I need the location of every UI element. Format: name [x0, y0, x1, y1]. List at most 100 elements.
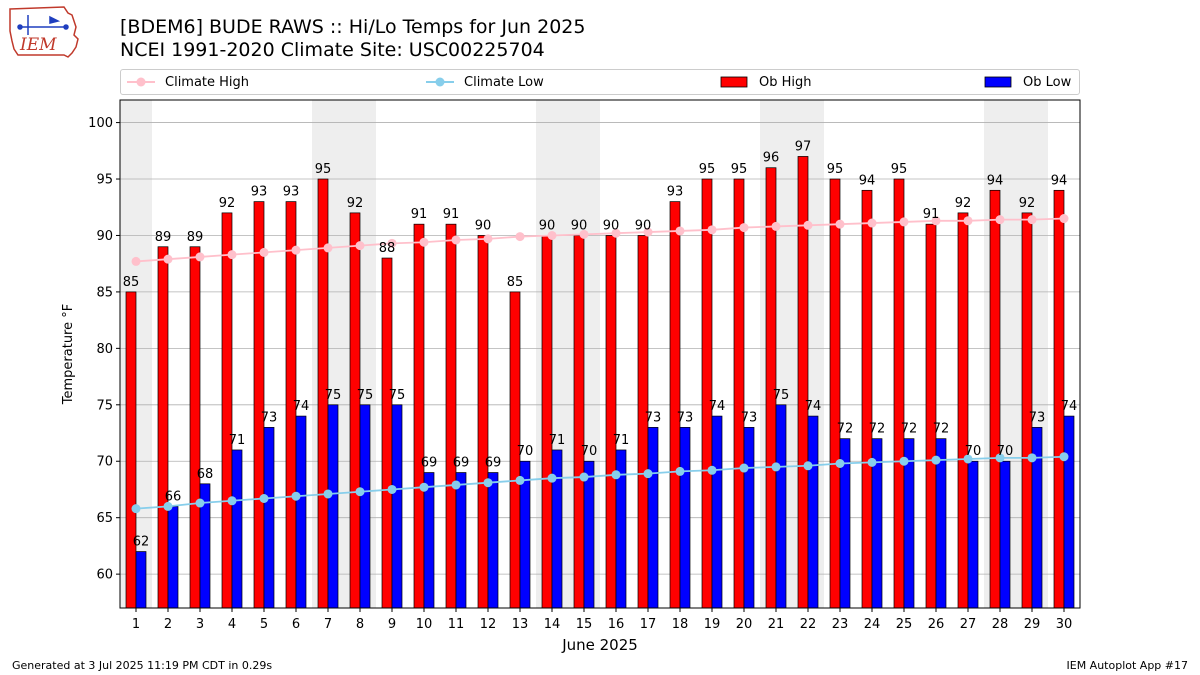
- climate-high-point-1: [131, 256, 141, 266]
- ob-low-bar-22: [807, 415, 819, 609]
- chart-subtitle: NCEI 1991-2020 Climate Site: USC00225704: [120, 39, 545, 61]
- x-axis-label: June 2025: [561, 636, 638, 654]
- legend-climate-low-swatch-icon: [426, 77, 454, 87]
- ob-high-label-16: 90: [603, 218, 620, 233]
- ob-high-bar-2: [157, 246, 169, 609]
- chart-title: [BDEM6] BUDE RAWS :: Hi/Lo Temps for Jun…: [120, 16, 586, 38]
- climate-low-point-17: [643, 469, 653, 479]
- ob-high-label-27: 92: [955, 196, 972, 211]
- climate-high-point-3: [195, 252, 205, 262]
- xtick-label-27: 27: [960, 617, 977, 632]
- ob-low-label-19: 74: [709, 399, 726, 414]
- ob-high-label-15: 90: [571, 218, 588, 233]
- ob-high-bar-1: [125, 291, 137, 609]
- xtick-label-8: 8: [356, 617, 364, 632]
- ob-high-label-29: 92: [1019, 196, 1036, 211]
- ob-low-bar-20: [743, 427, 755, 609]
- xtick-label-10: 10: [416, 617, 433, 632]
- ob-low-bar-21: [775, 404, 787, 609]
- ob-low-label-21: 75: [773, 388, 790, 403]
- ob-high-bar-20: [733, 178, 745, 609]
- legend-climate-high-label: Climate High: [165, 74, 250, 90]
- ob-low-bar-19: [711, 415, 723, 609]
- ob-low-bar-8: [359, 404, 371, 609]
- ob-low-bar-6: [295, 415, 307, 609]
- climate-high-point-7: [323, 243, 333, 253]
- xtick-label-3: 3: [196, 617, 204, 632]
- ob-low-bar-28: [999, 460, 1011, 609]
- ob-low-bar-18: [679, 427, 691, 609]
- climate-high-point-29: [1027, 215, 1037, 225]
- ob-low-bar-1: [135, 551, 147, 609]
- climate-low-point-27: [963, 454, 973, 464]
- climate-high-point-4: [227, 250, 237, 260]
- ob-low-label-5: 73: [261, 410, 278, 425]
- legend-climate-high-swatch-icon: [127, 77, 155, 87]
- ob-high-label-12: 90: [475, 218, 492, 233]
- ob-high-label-1: 85: [123, 275, 140, 290]
- xtick-label-5: 5: [260, 617, 268, 632]
- ob-high-label-20: 95: [731, 162, 748, 177]
- ob-high-label-14: 90: [539, 218, 556, 233]
- ob-low-bar-7: [327, 404, 339, 609]
- climate-high-point-23: [835, 219, 845, 229]
- ob-low-label-18: 73: [677, 410, 694, 425]
- ob-low-bar-9: [391, 404, 403, 609]
- legend-ob-low-swatch-icon: [984, 76, 1012, 88]
- ytick-label-60: 60: [96, 568, 113, 583]
- climate-high-point-24: [867, 218, 877, 228]
- climate-high-point-19: [707, 225, 717, 235]
- ob-high-label-30: 94: [1051, 173, 1068, 188]
- ob-high-bar-3: [189, 246, 201, 609]
- ob-high-bar-19: [701, 178, 713, 609]
- iem-logo: IEM: [9, 6, 79, 58]
- climate-low-point-9: [387, 484, 397, 494]
- climate-high-point-21: [771, 221, 781, 231]
- xtick-label-1: 1: [132, 617, 140, 632]
- climate-low-point-8: [355, 487, 365, 497]
- ob-high-bar-26: [925, 223, 937, 609]
- ob-low-bar-2: [167, 506, 179, 609]
- ob-high-label-2: 89: [155, 230, 172, 245]
- ytick-label-85: 85: [96, 285, 113, 300]
- ytick-label-90: 90: [96, 229, 113, 244]
- ob-high-bar-9: [381, 257, 393, 609]
- ob-low-bar-14: [551, 449, 563, 609]
- ob-low-bar-10: [423, 472, 435, 609]
- climate-low-point-18: [675, 466, 685, 476]
- ob-low-label-4: 71: [229, 433, 246, 448]
- ob-high-label-7: 95: [315, 162, 332, 177]
- climate-low-line: [135, 455, 1065, 510]
- climate-low-point-1: [131, 504, 141, 514]
- ob-high-bar-5: [253, 201, 265, 609]
- legend-climate-low-label: Climate Low: [464, 74, 544, 90]
- logo-text: IEM: [19, 35, 57, 55]
- ob-high-label-6: 93: [283, 185, 300, 200]
- xtick-label-19: 19: [704, 617, 721, 632]
- xtick-label-7: 7: [324, 617, 332, 632]
- ob-high-label-21: 96: [763, 151, 780, 166]
- y-axis-label: Temperature °F: [61, 304, 76, 405]
- climate-low-point-22: [803, 461, 813, 471]
- ob-low-label-2: 66: [165, 489, 182, 504]
- ob-high-bar-24: [861, 189, 873, 609]
- ob-high-bar-8: [349, 212, 361, 609]
- ob-high-label-9: 88: [379, 241, 396, 256]
- ob-low-bar-17: [647, 427, 659, 609]
- xtick-label-16: 16: [608, 617, 625, 632]
- climate-low-point-6: [291, 491, 301, 501]
- climate-high-line: [135, 217, 1065, 263]
- ob-low-label-26: 72: [933, 422, 950, 437]
- climate-low-point-21: [771, 462, 781, 472]
- ob-high-label-5: 93: [251, 185, 268, 200]
- ob-low-label-27: 70: [965, 444, 982, 459]
- ob-high-bar-15: [573, 235, 585, 609]
- climate-low-point-5: [259, 493, 269, 503]
- ob-low-bar-4: [231, 449, 243, 609]
- legend-ob-low: Ob Low: [983, 70, 1071, 94]
- ob-low-bar-5: [263, 427, 275, 609]
- climate-low-point-16: [611, 470, 621, 480]
- xtick-label-20: 20: [736, 617, 753, 632]
- ob-high-label-25: 95: [891, 162, 908, 177]
- xtick-label-23: 23: [832, 617, 849, 632]
